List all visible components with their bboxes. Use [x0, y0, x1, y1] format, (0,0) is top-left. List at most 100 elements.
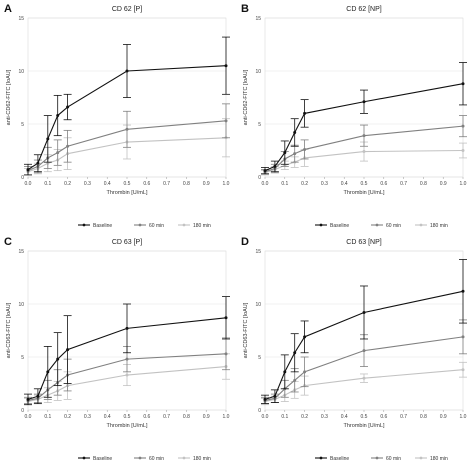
x-axis-title: Thrombin [U/mL]: [344, 423, 385, 429]
legend: Baseline 60 min 180 min: [78, 456, 211, 462]
data-point: [362, 376, 366, 380]
data-point: [283, 151, 287, 155]
x-tick-label: 0.1: [281, 181, 288, 187]
data-point: [293, 130, 297, 134]
panel-letter: B: [241, 3, 249, 15]
y-tick-label: 10: [18, 302, 24, 308]
x-tick-label: 0.8: [183, 414, 190, 420]
legend-marker: [182, 456, 186, 460]
data-point: [362, 310, 366, 314]
x-tick-label: 0.1: [281, 414, 288, 420]
legend-label: 180 min: [193, 223, 211, 229]
data-point: [224, 119, 228, 123]
legend-label: 180 min: [430, 223, 448, 229]
legend-label: Baseline: [330, 223, 349, 229]
legend-marker: [319, 223, 323, 227]
legend-label: Baseline: [93, 456, 112, 462]
data-point: [461, 335, 465, 339]
y-tick-label: 15: [255, 249, 261, 255]
data-point: [36, 394, 40, 398]
data-point: [293, 351, 297, 355]
data-point: [303, 147, 307, 151]
data-point: [56, 151, 60, 155]
data-point: [273, 394, 277, 398]
data-point: [66, 348, 70, 352]
x-tick-label: 0.2: [301, 414, 308, 420]
data-point: [461, 124, 465, 128]
x-tick-label: 0.7: [400, 414, 407, 420]
x-tick-label: 0.4: [104, 181, 111, 187]
panel-title: CD 63 [P]: [112, 239, 142, 246]
legend-label: Baseline: [93, 223, 112, 229]
x-tick-label: 0.8: [420, 181, 427, 187]
data-point: [263, 169, 267, 173]
legend-marker: [182, 223, 186, 227]
x-tick-label: 0.4: [341, 181, 348, 187]
y-tick-label: 5: [258, 122, 261, 128]
data-point: [303, 335, 307, 339]
x-tick-label: 0.3: [84, 181, 91, 187]
legend-marker: [138, 456, 142, 460]
x-tick-label: 0.6: [380, 181, 387, 187]
y-axis-title: anti-CD62-FITC [IoAU]: [243, 69, 249, 125]
data-point: [26, 168, 30, 172]
data-point: [461, 82, 465, 86]
x-tick-label: 0.0: [25, 181, 32, 187]
data-point: [273, 164, 277, 168]
data-point: [46, 370, 50, 374]
x-tick-label: 0.4: [341, 414, 348, 420]
panel-a: A CD 62 [P] 0 5 10 15 0.0 0.1 0.2 0.3 0.4 0.5 0.6 0.7…: [4, 3, 230, 229]
y-tick-label: 15: [18, 249, 24, 255]
x-tick-label: 0.4: [104, 414, 111, 420]
x-tick-label: 0.9: [203, 181, 210, 187]
panel-title: CD 62 [P]: [112, 6, 142, 13]
legend-marker: [319, 456, 323, 460]
legend-label: 60 min: [149, 456, 164, 462]
x-tick-label: 0.1: [44, 414, 51, 420]
data-point: [362, 134, 366, 138]
data-point: [125, 326, 129, 330]
legend-label: 60 min: [386, 223, 401, 229]
x-tick-label: 0.3: [321, 181, 328, 187]
x-tick-label: 0.6: [143, 414, 150, 420]
panel-letter: D: [241, 236, 249, 248]
x-tick-label: 1.0: [223, 414, 230, 420]
legend-label: 60 min: [149, 223, 164, 229]
x-tick-label: 0.8: [183, 181, 190, 187]
data-point: [461, 289, 465, 293]
x-tick-label: 0.0: [262, 414, 269, 420]
data-point: [224, 352, 228, 356]
data-point: [66, 105, 70, 109]
legend-marker: [375, 223, 379, 227]
x-tick-label: 0.8: [420, 414, 427, 420]
x-tick-label: 1.0: [460, 414, 467, 420]
legend-marker: [82, 456, 86, 460]
legend-marker: [419, 456, 423, 460]
data-point: [66, 144, 70, 148]
y-tick-label: 5: [258, 355, 261, 361]
y-tick-label: 10: [18, 69, 24, 75]
data-point: [125, 357, 129, 361]
y-tick-label: 5: [21, 122, 24, 128]
legend-label: 60 min: [386, 456, 401, 462]
y-tick-label: 0: [21, 175, 24, 181]
x-tick-label: 0.6: [143, 181, 150, 187]
y-tick-label: 15: [18, 16, 24, 22]
x-tick-label: 0.6: [380, 414, 387, 420]
x-axis-title: Thrombin [U/mL]: [344, 190, 385, 196]
data-point: [293, 152, 297, 156]
panel-letter: C: [4, 236, 12, 248]
legend: Baseline 60 min 180 min: [78, 223, 211, 229]
x-tick-label: 0.1: [44, 181, 51, 187]
x-axis-title: Thrombin [U/mL]: [107, 423, 148, 429]
y-tick-label: 10: [255, 69, 261, 75]
series-baseline: [261, 62, 467, 175]
data-point: [362, 100, 366, 104]
data-point: [125, 127, 129, 131]
data-point: [461, 368, 465, 372]
panel-letter: A: [4, 3, 12, 15]
legend-marker: [419, 223, 423, 227]
legend-marker: [82, 223, 86, 227]
x-tick-label: 0.9: [440, 181, 447, 187]
x-tick-label: 0.9: [203, 414, 210, 420]
